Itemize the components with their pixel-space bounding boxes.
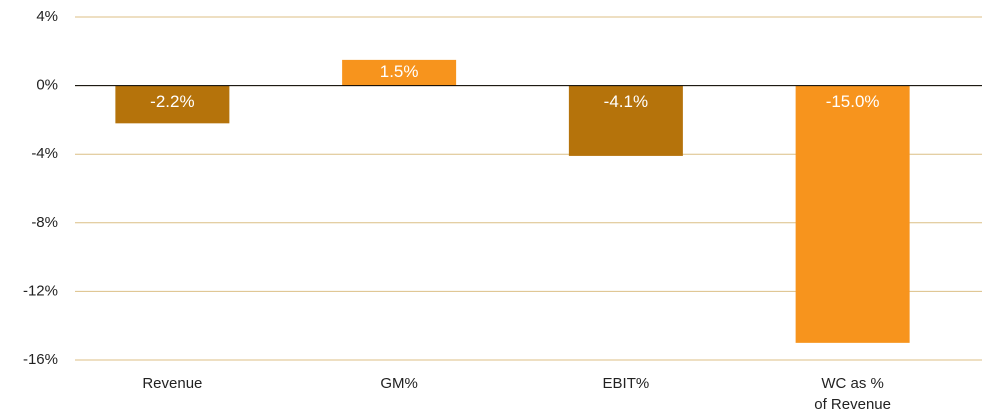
y-tick-label: -16% [23, 351, 58, 368]
y-tick-label: 0% [36, 77, 58, 94]
x-tick-label: EBIT% [603, 375, 650, 392]
bar [568, 85, 683, 156]
y-tick-label: -8% [31, 214, 58, 231]
data-label: -15.0% [826, 92, 880, 111]
x-tick-label: WC as % of Revenue [814, 375, 891, 413]
x-tick-label: GM% [380, 375, 418, 392]
x-tick-label: Revenue [142, 375, 202, 392]
bar [115, 85, 230, 124]
bar [342, 59, 457, 86]
y-tick-label: -12% [23, 282, 58, 299]
data-label: 1.5% [380, 62, 419, 81]
y-tick-label: -4% [31, 145, 58, 162]
data-label: -2.2% [150, 92, 194, 111]
bar [795, 85, 910, 343]
data-label: -4.1% [604, 92, 648, 111]
y-tick-label: 4% [36, 8, 58, 25]
